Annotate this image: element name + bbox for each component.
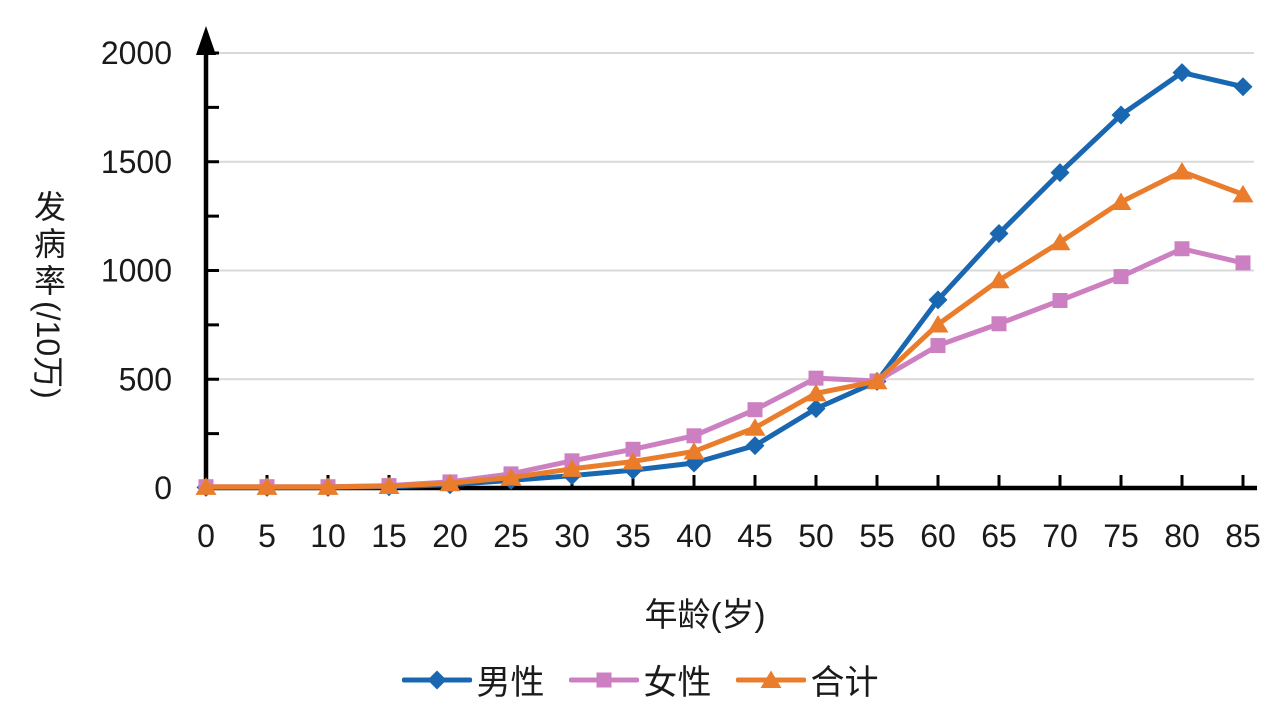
svg-text:0: 0 [154,470,172,506]
svg-text:10: 10 [310,518,346,554]
svg-text:20: 20 [432,518,468,554]
svg-text:25: 25 [493,518,529,554]
y-axis-title: 发病率(/10万) [30,190,66,399]
svg-text:75: 75 [1103,518,1139,554]
legend-item-male: 男性 [401,655,545,704]
legend-label-female: 女性 [643,664,712,702]
svg-text:60: 60 [920,518,956,554]
legend-label-male: 男性 [476,664,545,702]
legend-item-female: 女性 [568,655,712,704]
svg-text:5: 5 [258,518,276,554]
svg-text:30: 30 [554,518,590,554]
svg-text:65: 65 [981,518,1017,554]
svg-text:70: 70 [1042,518,1078,554]
male-diamond-line-icon [401,670,472,689]
svg-text:500: 500 [119,361,172,397]
svg-text:80: 80 [1164,518,1200,554]
axes [196,26,1257,491]
svg-text:1000: 1000 [101,253,172,289]
legend: 男性 女性 合计 [0,655,1280,704]
svg-text:55: 55 [859,518,895,554]
legend-label-total: 合计 [810,664,879,702]
svg-text:35: 35 [615,518,651,554]
series-total [195,162,1254,495]
svg-text:50: 50 [798,518,834,554]
gridlines [205,52,1254,381]
svg-text:1500: 1500 [101,144,172,180]
svg-text:40: 40 [676,518,712,554]
female-square-line-icon [568,672,639,687]
total-triangle-line-icon [735,670,806,688]
svg-text:2000: 2000 [101,35,172,71]
legend-item-total: 合计 [735,655,879,704]
x-axis-title: 年龄(岁) [644,596,766,633]
y-axis-title-unit: (/10万) [30,301,66,399]
y-axis-arrow-icon [196,26,216,55]
svg-text:15: 15 [371,518,407,554]
svg-text:45: 45 [737,518,773,554]
svg-text:85: 85 [1225,518,1261,554]
y-axis-title-main: 发病率 [30,190,66,301]
series-male [196,63,1253,497]
svg-text:0: 0 [197,518,215,554]
y-tick-labels: 0 500 1000 1500 2000 [101,35,172,506]
x-tick-labels: 0 5 10 15 20 25 30 35 40 45 50 55 60 65 70 75 80 85 [197,518,1261,554]
